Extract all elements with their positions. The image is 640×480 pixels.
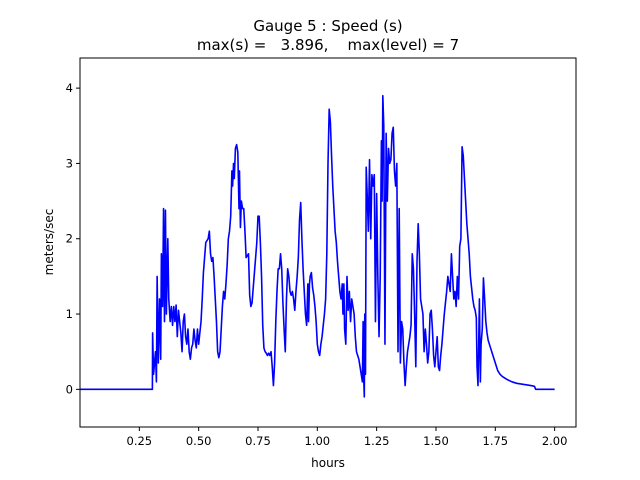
x-tick-label: 0.25 (127, 434, 153, 448)
y-tick-label: 3 (66, 156, 73, 170)
x-axis-label: hours (311, 456, 345, 470)
y-tick-label: 1 (66, 307, 73, 321)
axis-ticks: 0.25 0.50 0.75 1.00 1.25 1.50 1.75 2.00 0 1 2 3 4 (66, 81, 568, 448)
speed-series-line (80, 94, 555, 398)
chart-title: Gauge 5 : Speed (s) (253, 17, 402, 35)
plot-frame (79, 57, 577, 428)
x-tick-label: 1.25 (364, 434, 390, 448)
plot-area (80, 94, 555, 398)
chart-subtitle: max(s) = 3.896, max(level) = 7 (197, 36, 459, 54)
x-tick-label: 1.75 (483, 434, 509, 448)
x-tick-label: 1.00 (305, 434, 331, 448)
x-tick-label: 0.75 (245, 434, 271, 448)
x-tick-label: 0.50 (186, 434, 212, 448)
y-tick-label: 4 (66, 81, 73, 95)
y-tick-label: 2 (66, 232, 73, 246)
x-tick-label: 1.50 (423, 434, 449, 448)
y-axis-label: meters/sec (42, 209, 56, 276)
x-tick-label: 2.00 (542, 434, 568, 448)
y-tick-label: 0 (66, 382, 73, 396)
